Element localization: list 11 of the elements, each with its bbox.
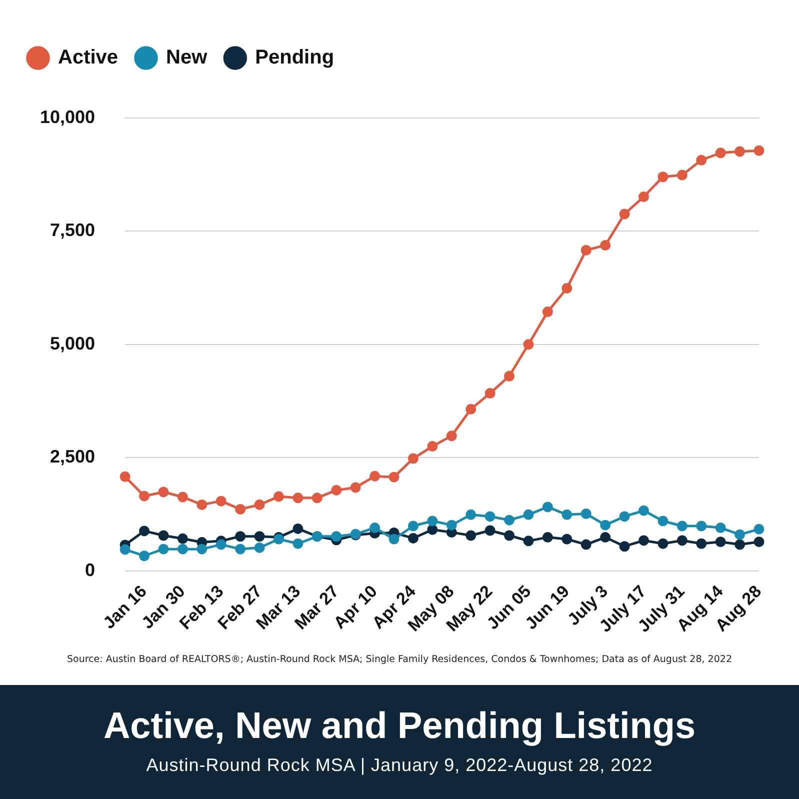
source-note: Source: Austin Board of REALTORS®; Austin-Round Rock MSA; Single Family Residences, Condos & Townhomes; Data as of August 28, 2022 — [66, 654, 733, 665]
text: Austin-Round Rock MSA | January 9, 2022-August 28, 2022 — [145, 755, 654, 776]
y-tick-label: 5,000 — [50, 333, 96, 354]
legend-label: Active — [58, 46, 118, 69]
text: Active, New and Pending Listings — [102, 705, 697, 747]
y-tick-label: 0 — [85, 560, 96, 580]
legend-label: New — [166, 46, 208, 69]
y-tick-label: 10,000 — [40, 106, 96, 127]
y-tick-label: 2,500 — [50, 446, 96, 467]
legend-label: Pending — [255, 46, 334, 69]
y-tick-label: 7,500 — [50, 220, 96, 240]
